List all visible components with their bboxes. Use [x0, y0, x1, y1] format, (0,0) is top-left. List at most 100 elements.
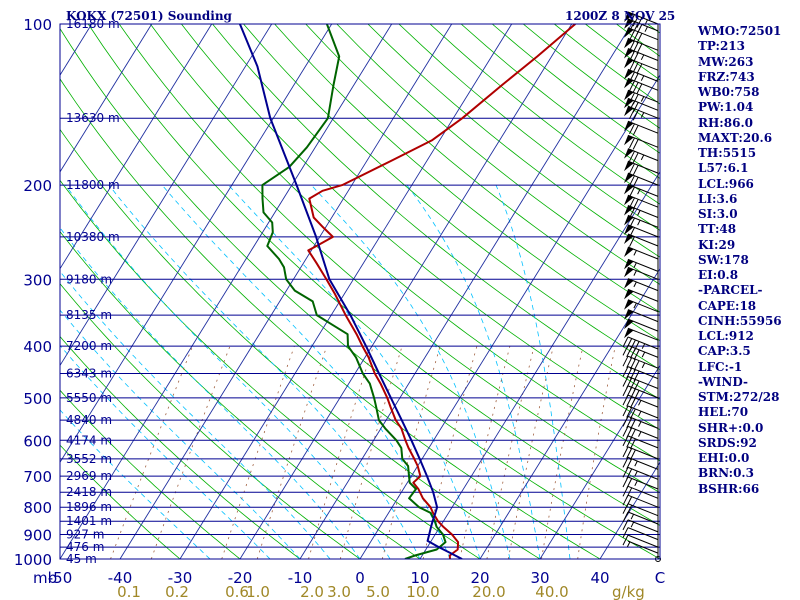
barb-shaft [627, 466, 659, 480]
wind-barb [622, 435, 659, 450]
moist-adiabat [108, 184, 421, 559]
barb-feather [632, 110, 639, 121]
index-item: WB0:758 [698, 85, 760, 99]
station-title: KOKX (72501) Sounding [66, 9, 232, 23]
barb-half-feather [644, 26, 648, 32]
barb-feather [622, 467, 629, 478]
index-item: TP:213 [698, 39, 746, 54]
barb-feather [629, 163, 635, 174]
mixing-ratio-tick-label: 5.0 [366, 583, 390, 600]
barb-flag [624, 161, 634, 172]
pressure-label: 300 [23, 271, 52, 289]
height-label: 476 m [66, 540, 104, 554]
barb-flag [624, 278, 634, 289]
index-item: EHI:0.0 [698, 451, 750, 465]
barb-feather [629, 108, 635, 120]
barb-feather [622, 416, 629, 427]
index-panel: WMO:72501 TP:213 MW:263 FRZ:743 WB0:758 PW:1.… [698, 24, 798, 497]
wind-barbs [622, 11, 661, 562]
index-item: LI:3.6 [698, 191, 738, 206]
wind-barb [622, 344, 659, 361]
barb-half-feather [634, 480, 638, 487]
barb-shaft [627, 355, 659, 369]
wind-barb [624, 266, 659, 280]
isotherm [239, 24, 573, 559]
barb-feather [626, 396, 633, 407]
temperature-tick-label: -50 [48, 569, 73, 587]
height-label: 6343 m [66, 367, 112, 381]
barb-shaft [627, 246, 659, 260]
barb-flag [624, 319, 634, 330]
index-item: SI:3.0 [698, 207, 738, 221]
index-item: EI:0.8 [698, 268, 739, 282]
index-item: SRDS:92 [698, 435, 757, 450]
barb-feather [622, 534, 629, 546]
temperature-tick-label: 30 [530, 569, 549, 587]
isotherm [599, 461, 660, 559]
mixing-ratio-tick-label: 0.2 [165, 583, 189, 600]
barb-shaft [627, 435, 659, 449]
wind-barb [624, 172, 659, 188]
barb-feather [629, 30, 635, 41]
barb-half-feather [637, 188, 641, 195]
barb-shaft [627, 344, 659, 358]
barb-half-feather [634, 460, 638, 467]
barb-half-feather [633, 281, 637, 288]
wind-barb [622, 415, 659, 430]
barb-half-feather [637, 219, 641, 226]
barb-half-feather [638, 400, 642, 406]
index-item: PW:1.04 [698, 100, 754, 115]
wind-barb [624, 233, 659, 247]
barb-feather [622, 435, 629, 447]
wind-barb [624, 246, 659, 260]
barb-half-feather [630, 521, 635, 528]
barb-feather [629, 123, 635, 135]
wind-barb [622, 519, 659, 533]
wind-barb [624, 120, 659, 136]
barb-feather [622, 486, 629, 497]
temperature-tick-label: 40 [590, 569, 609, 587]
barb-feather [622, 503, 629, 514]
index-item: L57:6.1 [698, 161, 749, 176]
barb-feather [629, 60, 635, 72]
wind-barb [626, 540, 659, 554]
temperature-tick-label: -30 [168, 569, 193, 587]
barb-shaft [627, 534, 659, 548]
wind-barb [624, 318, 659, 332]
mixing-ratio-tick-label: 2.0 [300, 583, 324, 600]
mixing-ratio-tick-label: 1.0 [246, 583, 270, 600]
height-label: 10380 m [66, 230, 120, 244]
barb-half-feather [633, 250, 637, 256]
pressure-label: 600 [23, 432, 52, 450]
temperature-tick-label: -40 [108, 569, 133, 587]
barb-feather [622, 426, 629, 437]
barb-shaft [627, 446, 659, 460]
barb-half-feather [633, 302, 637, 309]
barb-half-feather [641, 343, 646, 349]
wind-barb [624, 77, 659, 95]
wind-barb [624, 288, 659, 302]
barb-feather [629, 397, 636, 409]
barb-feather [632, 152, 639, 163]
barb-flag [624, 58, 634, 69]
index-item: FRZ:743 [698, 69, 755, 84]
isotherm [60, 24, 213, 270]
barb-shaft [627, 385, 659, 399]
height-label: 1401 m [66, 514, 112, 528]
barb-feather [636, 83, 643, 95]
index-item: CINH:55956 [698, 313, 782, 328]
barb-flag [624, 78, 634, 89]
barb-feather [622, 376, 629, 387]
barb-half-feather [626, 541, 631, 548]
isotherm [60, 24, 333, 464]
moist-adiabat [60, 344, 271, 559]
barb-shaft [627, 425, 659, 439]
barb-feather [629, 186, 635, 198]
profile-line [261, 24, 447, 559]
barb-feather [622, 476, 629, 488]
isotherm [539, 364, 660, 559]
barb-feather [622, 446, 629, 458]
barb-half-feather [637, 210, 641, 216]
barb-flag [624, 48, 634, 59]
wind-barb [624, 57, 659, 75]
